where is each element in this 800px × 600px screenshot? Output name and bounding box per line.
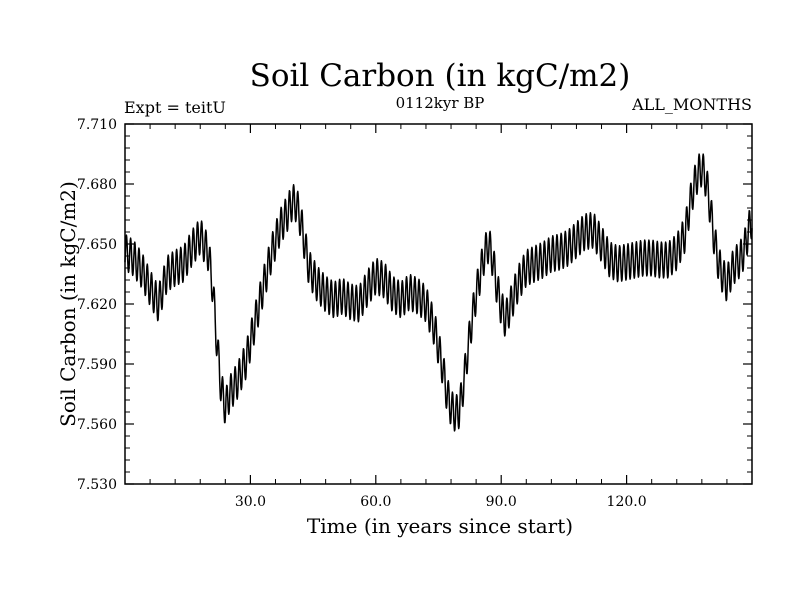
experiment-label: Expt = teitU bbox=[124, 98, 226, 117]
y-tick-label: 7.530 bbox=[77, 477, 117, 493]
x-tick-label: 120.0 bbox=[607, 494, 647, 510]
y-tick-label: 7.620 bbox=[77, 297, 117, 313]
y-tick-label: 7.590 bbox=[77, 357, 117, 373]
x-tick-label: 90.0 bbox=[486, 494, 517, 510]
y-tick-label: 7.650 bbox=[77, 237, 117, 253]
plot-frame bbox=[124, 123, 753, 485]
chart-title: Soil Carbon (in kgC/m2) bbox=[249, 58, 631, 94]
x-tick-label: 60.0 bbox=[360, 494, 391, 510]
x-axis-label: Time (in years since start) bbox=[306, 514, 574, 538]
series-group bbox=[124, 153, 753, 432]
y-tick-label: 7.710 bbox=[77, 117, 117, 133]
y-tick-label: 7.680 bbox=[77, 177, 117, 193]
axis-ticks: 30.0 60.0 90.0 120.0 7.530 7.560 7.590 7.620 7.6… bbox=[77, 117, 752, 510]
chart-subtitle: 0112kyr BP bbox=[395, 94, 485, 112]
y-tick-label: 7.560 bbox=[77, 417, 117, 433]
series-line bbox=[124, 153, 753, 432]
months-label: ALL_MONTHS bbox=[632, 95, 752, 114]
x-tick-label: 30.0 bbox=[235, 494, 266, 510]
